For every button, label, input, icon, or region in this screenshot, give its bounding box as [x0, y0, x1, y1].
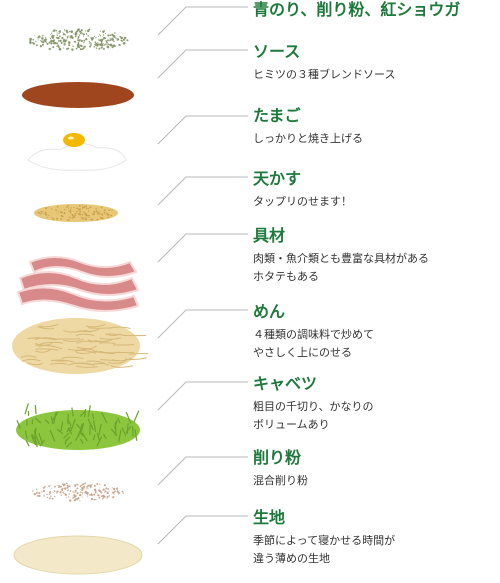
sauce-layer-illustration — [22, 82, 134, 108]
layer-description: 季節によって寝かせる時間が — [253, 534, 396, 547]
dough-layer-illustration — [13, 535, 143, 575]
leader-line-cabbage — [157, 381, 248, 411]
layer-description: ４種類の調味料で炒めて — [253, 328, 374, 341]
layer-title: キャベツ — [253, 374, 318, 393]
egg-layer-illustration — [27, 133, 127, 171]
layer-title: めん — [253, 302, 286, 321]
cabbage-layer-illustration — [16, 403, 140, 450]
layer-label-gu: 具材 肉類・魚介類とも豊富な具材がある ホタテもある — [253, 226, 429, 286]
layer-label-dough: 生地 季節によって寝かせる時間が 違う薄めの生地 — [253, 508, 395, 568]
noodle-layer-illustration — [12, 318, 149, 374]
layer-title: 天かす — [253, 169, 302, 188]
layer-description: ボリュームあり — [253, 418, 330, 431]
leader-line-kezuriko — [157, 456, 248, 486]
layer-title: たまご — [253, 106, 301, 125]
layer-label-cabbage: キャベツ 粗目の千切り、かなりの ボリュームあり — [253, 374, 374, 434]
layer-description: しっかりと焼き上げる — [253, 132, 363, 145]
layer-title: 削り粉 — [253, 448, 302, 467]
kezuriko-layer-illustration — [31, 482, 124, 502]
layer-description: 混合削り粉 — [253, 474, 308, 487]
layer-label-sauce: ソース ヒミツの３種ブレンドソース — [253, 42, 395, 84]
layer-title: 生地 — [253, 508, 286, 527]
leader-line-egg — [157, 115, 248, 145]
layer-label-egg: たまご しっかりと焼き上げる — [253, 106, 363, 148]
leader-line-gu — [157, 233, 248, 263]
layer-label-men: めん ４種類の調味料で炒めて やさしく上にのせる — [253, 302, 374, 362]
layer-description: タップリのせます！ — [253, 195, 352, 208]
layer-label-tenkasu: 天かす タップリのせます！ — [253, 169, 352, 211]
layer-description: やさしく上にのせる — [253, 346, 352, 359]
layer-title: ソース — [253, 42, 301, 61]
leader-line-aonori — [157, 6, 248, 36]
layer-description: 違う薄めの生地 — [253, 552, 330, 565]
leader-line-tenkasu — [157, 176, 248, 206]
layer-description: 肉類・魚介類とも豊富な具材がある — [253, 252, 429, 265]
layer-description: ヒミツの３種ブレンドソース — [253, 68, 396, 81]
aonori-layer-illustration — [29, 28, 129, 51]
leader-line-dough — [157, 515, 248, 545]
leader-line-men — [157, 309, 248, 339]
layer-description: 粗目の千切り、かなりの — [253, 400, 374, 413]
leader-line-sauce — [157, 49, 248, 79]
bacon-layer-illustration — [16, 256, 140, 312]
layer-title: 青のり、削り粉、紅ショウガ — [253, 0, 461, 19]
layer-description: ホタテもある — [253, 270, 319, 283]
tenkasu-layer-illustration — [34, 204, 118, 222]
layer-label-aonori: 青のり、削り粉、紅ショウガ — [253, 0, 460, 20]
layer-label-kezuriko: 削り粉 混合削り粉 — [253, 448, 308, 490]
layer-title: 具材 — [253, 226, 286, 245]
